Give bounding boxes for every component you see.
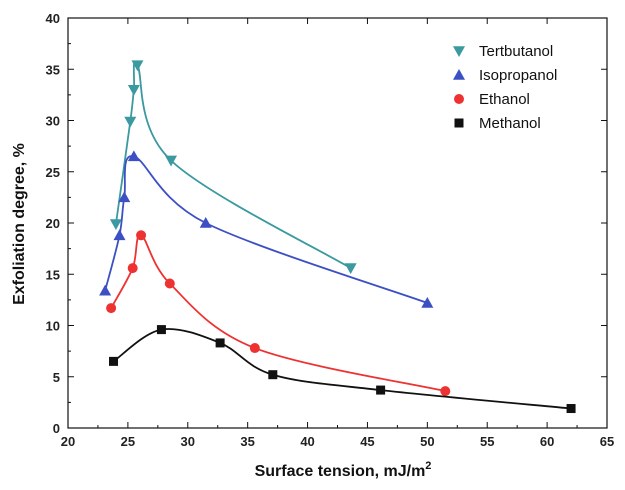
data-point-tertbutanol: [344, 263, 357, 275]
legend-label-isopropanol: Isopropanol: [479, 67, 557, 84]
data-point-ethanol: [440, 386, 451, 397]
data-point-ethanol: [249, 343, 260, 354]
x-tick-label: 20: [61, 434, 75, 449]
y-axis-label: Exfoliation degree, %: [11, 143, 28, 305]
x-tick-label: 35: [240, 434, 254, 449]
series-line-tertbutanol: [115, 61, 352, 269]
y-tick-label: 5: [53, 370, 60, 385]
x-tick-label: 60: [540, 434, 554, 449]
x-tick-label: 30: [181, 434, 195, 449]
data-point-isopropanol: [99, 284, 112, 296]
legend-marker-isopropanol: [453, 69, 465, 80]
series-isopropanol: [99, 150, 434, 308]
x-tick-label: 25: [121, 434, 135, 449]
series-layer: [99, 60, 576, 414]
y-tick-label: 0: [53, 421, 60, 436]
y-tick-label: 30: [46, 114, 60, 129]
data-point-methanol: [376, 385, 386, 395]
data-point-isopropanol: [118, 191, 131, 203]
data-point-ethanol: [164, 278, 175, 289]
data-point-methanol: [109, 356, 119, 366]
series-line-ethanol: [110, 234, 446, 392]
legend-marker-tertbutanol: [453, 46, 465, 57]
legend: Tertbutanol Isopropanol Ethanol Methanol: [453, 43, 557, 132]
legend-label-ethanol: Ethanol: [479, 91, 530, 108]
y-axis-ticks: 0 5 10 15 20 25 30 35 40: [46, 11, 607, 436]
data-point-ethanol: [136, 230, 147, 241]
series-tertbutanol: [109, 60, 357, 275]
series-line-methanol: [112, 328, 572, 410]
data-point-methanol: [156, 325, 166, 335]
y-tick-label: 25: [46, 165, 60, 180]
y-tick-label: 20: [46, 216, 60, 231]
x-axis-label-text: Surface tension, mJ/m: [255, 463, 426, 480]
series-ethanol: [106, 230, 451, 397]
x-axis-ticks: 20 25 30 35 40 45 50 55 60 65: [61, 18, 614, 449]
data-point-methanol: [268, 370, 278, 380]
x-tick-label: 40: [300, 434, 314, 449]
y-tick-label: 35: [46, 62, 60, 77]
data-point-isopropanol: [113, 229, 126, 241]
data-point-tertbutanol: [109, 219, 122, 231]
legend-label-tertbutanol: Tertbutanol: [479, 43, 553, 60]
legend-marker-ethanol: [454, 94, 464, 104]
x-tick-label: 45: [360, 434, 374, 449]
data-point-methanol: [566, 404, 576, 414]
legend-marker-methanol: [454, 118, 464, 128]
data-point-tertbutanol: [165, 155, 178, 167]
y-tick-label: 10: [46, 319, 60, 334]
data-point-isopropanol: [421, 296, 434, 308]
data-point-tertbutanol: [131, 60, 144, 72]
x-axis-label: Surface tension, mJ/m2: [255, 460, 432, 480]
data-point-tertbutanol: [124, 116, 137, 128]
x-tick-label: 50: [420, 434, 434, 449]
data-point-isopropanol: [199, 217, 212, 228]
y-tick-label: 15: [46, 267, 60, 282]
y-tick-label: 40: [46, 11, 60, 26]
data-point-ethanol: [106, 303, 117, 314]
data-point-tertbutanol: [127, 84, 140, 96]
series-methanol: [109, 325, 576, 414]
x-axis-label-superscript: 2: [425, 460, 431, 472]
series-line-isopropanol: [104, 155, 428, 304]
x-tick-label: 55: [480, 434, 494, 449]
data-point-methanol: [215, 338, 225, 348]
legend-label-methanol: Methanol: [479, 115, 541, 132]
data-point-ethanol: [127, 263, 138, 274]
x-tick-label: 65: [600, 434, 614, 449]
data-point-isopropanol: [127, 150, 140, 162]
